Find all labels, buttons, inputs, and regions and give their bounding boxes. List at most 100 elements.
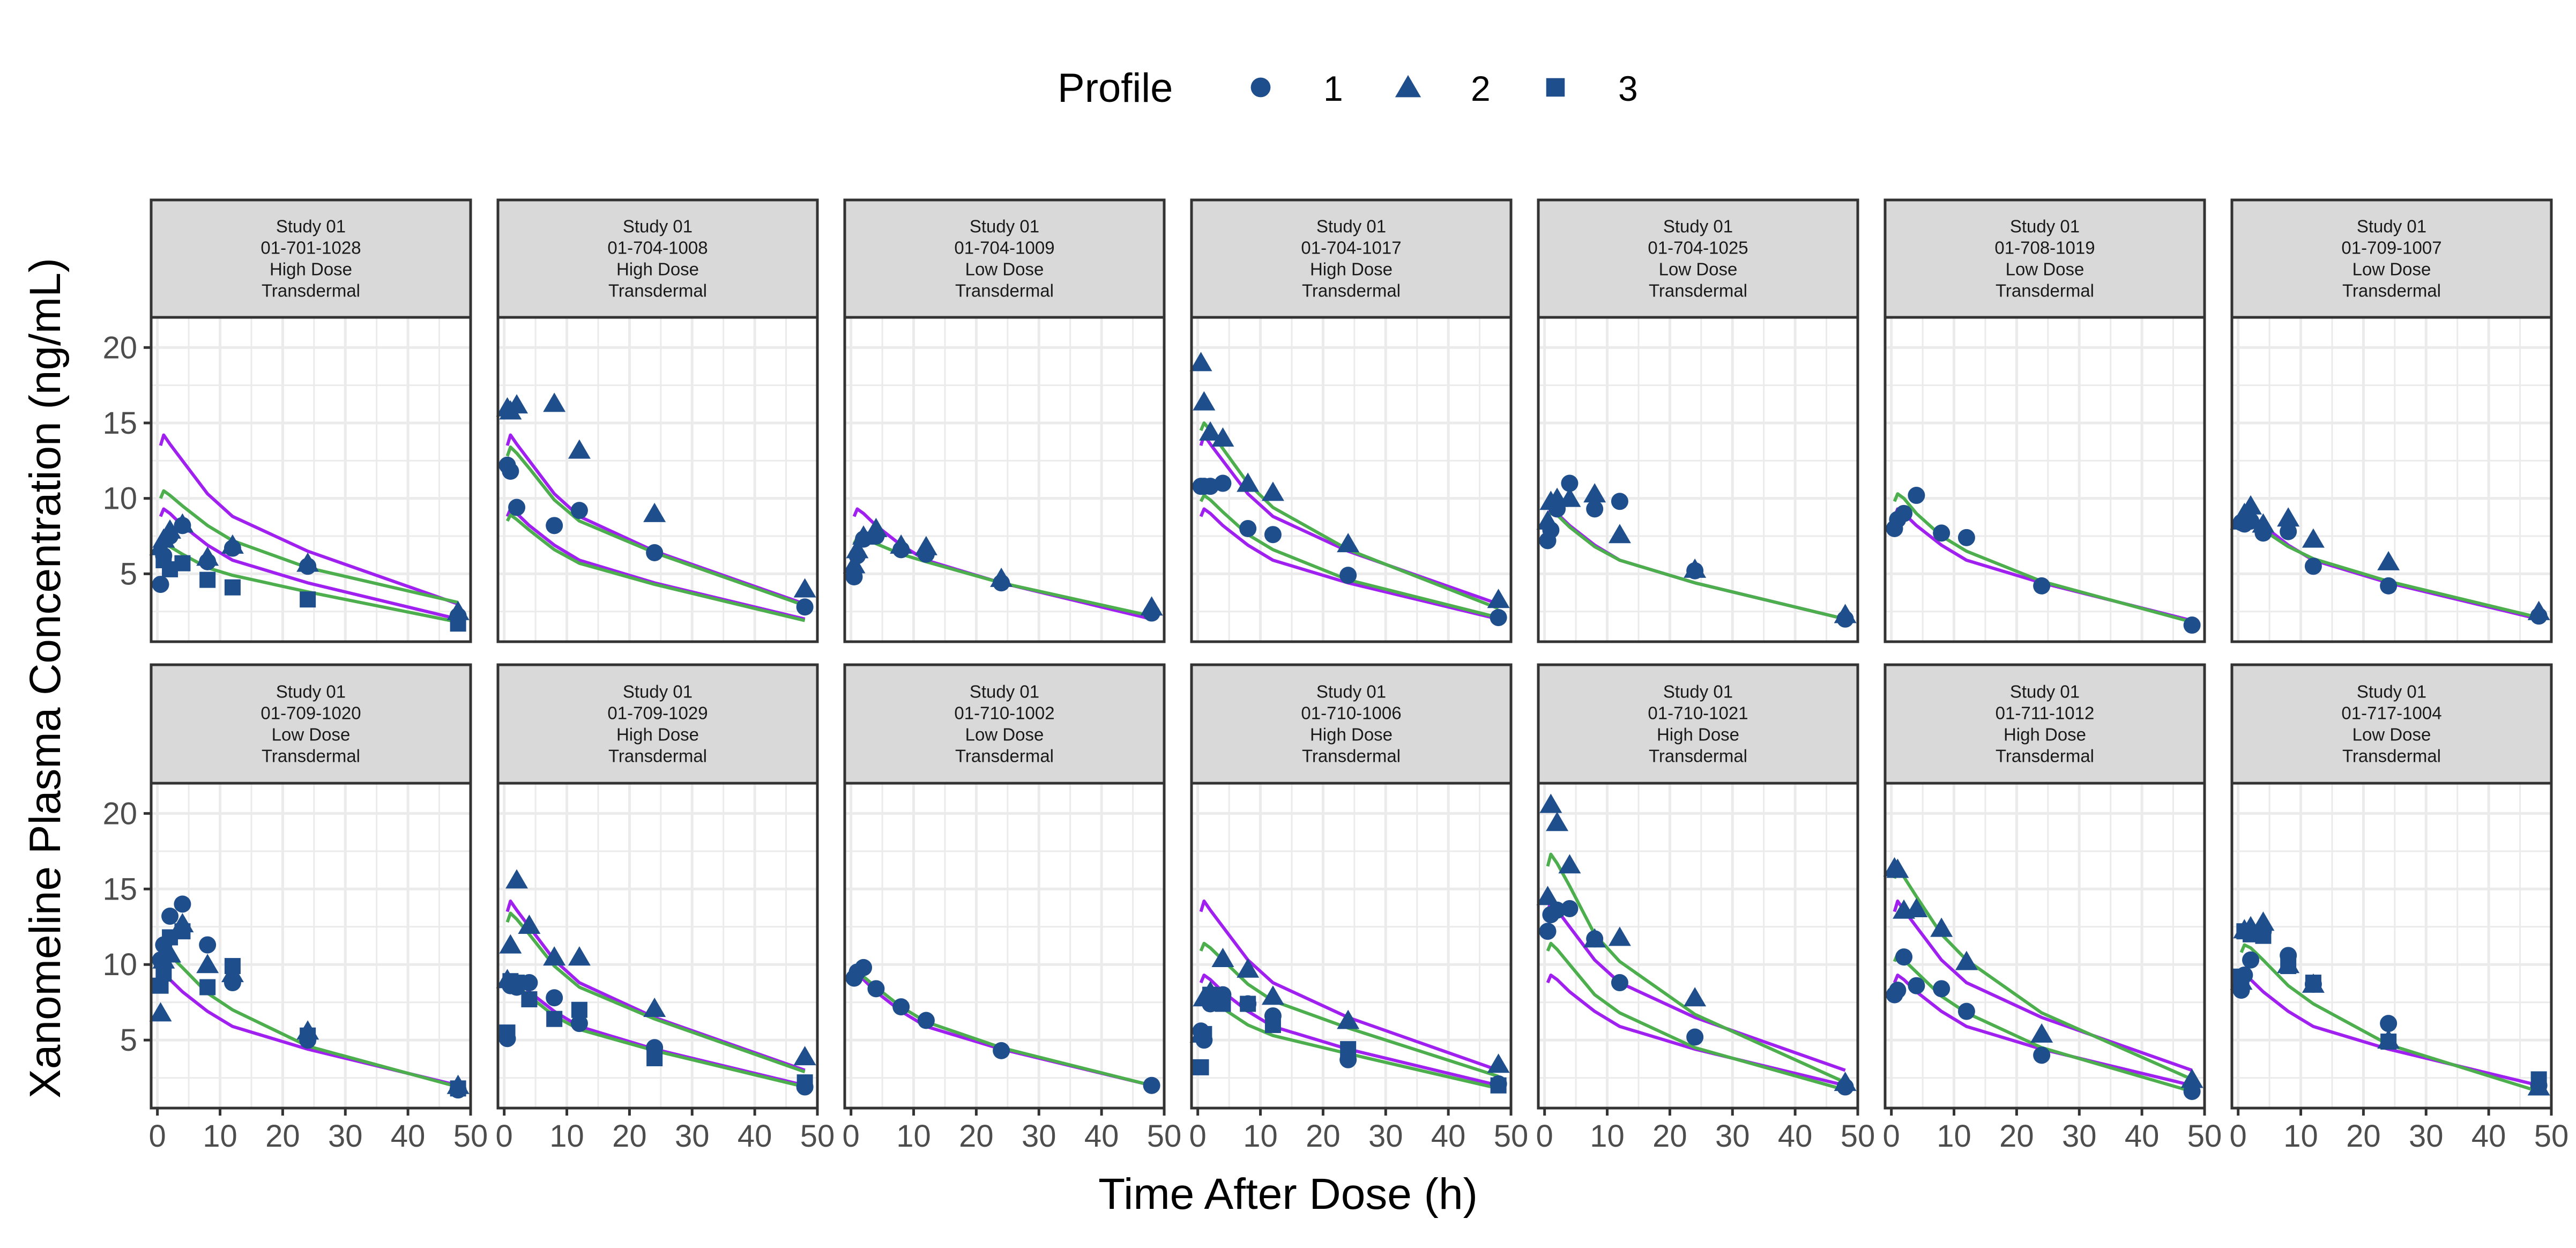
data-point-profile-3 [174, 555, 191, 571]
strip-label: Study 01 [2357, 217, 2426, 236]
model-line [505, 433, 806, 606]
x-tick-label: 0 [149, 1119, 166, 1154]
data-point-profile-2 [2377, 551, 2400, 570]
x-tick-label: 40 [2125, 1119, 2160, 1154]
data-point-profile-2 [1583, 928, 1606, 948]
panel-strip [1537, 198, 1859, 319]
x-tick-label: 10 [2283, 1119, 2318, 1154]
strip-label: Transdermal [1996, 281, 2094, 301]
panel-border [843, 782, 1166, 1110]
strip-label: Low Dose [1659, 259, 1738, 279]
data-point-profile-2 [1487, 589, 1510, 608]
data-point-profile-2 [171, 513, 194, 533]
model-line [1893, 492, 2193, 624]
data-point-profile-3 [1193, 1059, 1209, 1075]
data-point-profile-3 [1215, 996, 1231, 1012]
strip-label: Low Dose [965, 725, 1044, 745]
x-tick-label: 30 [675, 1119, 710, 1154]
x-tick-label: 0 [496, 1119, 513, 1154]
x-tick-label: 10 [896, 1119, 931, 1154]
model-line [159, 507, 459, 621]
x-tick-label: 20 [959, 1119, 994, 1154]
strip-label: 01-704-1017 [1301, 238, 1401, 258]
data-point-profile-1 [646, 544, 664, 561]
data-point-profile-1 [1611, 493, 1628, 510]
panel-strip [1190, 663, 1513, 785]
y-tick-label: 5 [120, 1023, 137, 1058]
data-point-profile-2 [1684, 987, 1707, 1007]
data-point-profile-2 [1337, 533, 1360, 553]
x-tick-label: 50 [2534, 1119, 2569, 1154]
x-tick-label: 0 [1536, 1119, 1553, 1154]
data-point-profile-1 [1933, 980, 1950, 998]
strip-label: High Dose [1657, 725, 1739, 745]
strip-label: 01-704-1008 [607, 238, 708, 258]
data-point-profile-1 [174, 895, 191, 913]
legend-label-3: 3 [1618, 69, 1638, 108]
x-tick-label: 30 [1022, 1119, 1056, 1154]
panel-border [496, 316, 819, 643]
x-tick-label: 10 [1243, 1119, 1278, 1154]
panel-border [1537, 782, 1859, 1110]
data-point-profile-2 [499, 934, 522, 954]
strip-label: Transdermal [608, 281, 707, 301]
data-point-profile-2 [296, 552, 319, 572]
data-point-profile-2 [2030, 1023, 2053, 1043]
x-tick-label: 40 [2471, 1119, 2506, 1154]
strip-label: 01-709-1020 [260, 703, 361, 723]
data-point-profile-1 [796, 598, 814, 616]
panel-strip [2230, 198, 2553, 319]
data-point-profile-2 [1955, 950, 1978, 970]
data-point-profile-2 [643, 997, 666, 1017]
data-point-profile-3 [155, 965, 172, 982]
data-point-profile-3 [2530, 1071, 2547, 1088]
model-line [1199, 941, 1499, 1078]
strip-label: 01-708-1019 [1994, 238, 2095, 258]
data-point-profile-1 [199, 936, 217, 954]
data-point-profile-1 [1611, 974, 1628, 992]
x-tick-label: 50 [2187, 1119, 2222, 1154]
y-axis-title: Xanomeline Plasma Concentration (ng/mL) [21, 258, 70, 1098]
plot-area [2232, 783, 2551, 1108]
strip-label: Transdermal [608, 746, 707, 766]
data-point-profile-3 [571, 1001, 587, 1018]
strip-label: Study 01 [970, 682, 1039, 702]
data-point-profile-2 [1237, 958, 1260, 978]
panel-border [150, 316, 472, 643]
plot-area [845, 783, 1164, 1108]
data-point-profile-2 [1539, 793, 1562, 813]
data-point-profile-2 [1261, 481, 1284, 501]
data-point-profile-1 [1264, 526, 1282, 544]
data-point-profile-2 [2180, 1068, 2203, 1088]
plot-area [1538, 317, 1858, 642]
data-point-profile-3 [174, 923, 191, 940]
strip-label: Low Dose [2352, 725, 2431, 745]
model-line [1893, 899, 2193, 1072]
panel-border [1190, 782, 1513, 1110]
data-point-profile-2 [1546, 812, 1569, 831]
y-tick-label: 10 [102, 947, 137, 982]
data-point-profile-2 [1237, 472, 1260, 492]
data-point-profile-2 [793, 1046, 816, 1066]
data-point-profile-2 [196, 954, 219, 974]
strip-label: Study 01 [2010, 217, 2080, 236]
legend-title: Profile [1058, 65, 1173, 111]
model-line [1546, 852, 1846, 1084]
strip-label: 01-717-1004 [2341, 703, 2441, 723]
data-point-profile-2 [1189, 352, 1212, 372]
panel-border [496, 782, 819, 1110]
legend: Profile 1 2 3 [1058, 65, 1638, 111]
data-point-profile-2 [505, 394, 528, 414]
data-point-profile-2 [1487, 1053, 1510, 1073]
model-line [505, 911, 806, 1074]
data-point-profile-1 [1490, 608, 1507, 626]
panel-border [1883, 782, 2206, 1110]
